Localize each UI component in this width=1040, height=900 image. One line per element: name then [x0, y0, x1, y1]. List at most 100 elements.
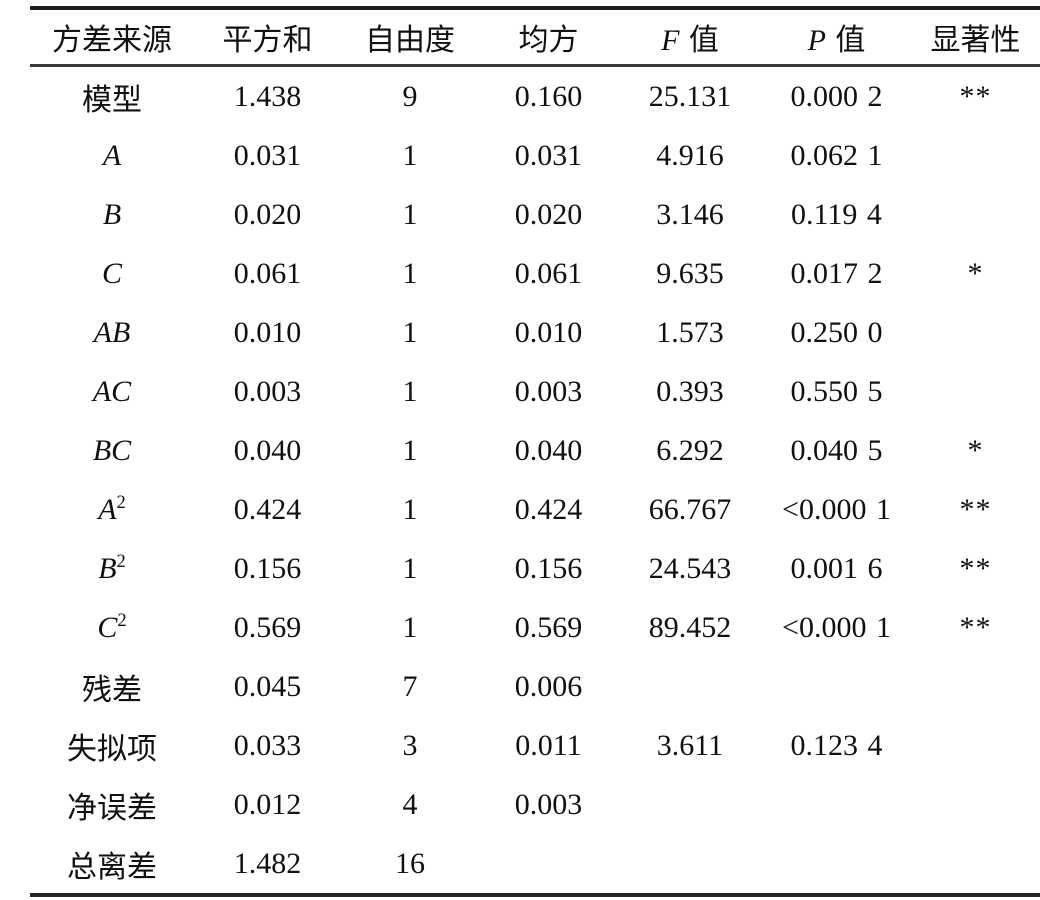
- table-row-A-squared: A2 0.424 1 0.424 66.767 <0.000 1 **: [30, 480, 1040, 539]
- df-cell: 1: [402, 197, 418, 231]
- df-cell: 1: [402, 374, 418, 408]
- p-value-cell: <0.000 1: [782, 492, 891, 526]
- column-header-sum-of-squares: 平方和: [222, 24, 313, 57]
- source-cell: C: [101, 256, 122, 290]
- sum-of-squares-cell: 1.482: [233, 846, 302, 880]
- p-value-cell: 0.123 4: [790, 728, 883, 762]
- p-value-cell: 0.001 6: [790, 551, 883, 585]
- significance-cell: *: [967, 433, 984, 467]
- source-cell: C2: [97, 609, 127, 644]
- significance-cell: [911, 126, 1040, 185]
- sum-of-squares-cell: 0.045: [233, 669, 302, 703]
- mean-square-cell: 0.569: [514, 610, 583, 644]
- source-cell: BC: [92, 433, 132, 467]
- mean-square-cell: 0.006: [514, 669, 583, 703]
- table-row-lack-of-fit: 失拟项 0.033 3 0.011 3.611 0.123 4: [30, 716, 1040, 775]
- sum-of-squares-cell: 0.012: [233, 787, 302, 821]
- column-header-source: 方差来源: [52, 24, 172, 57]
- sum-of-squares-cell: 0.569: [233, 610, 302, 644]
- p-value-cell: [762, 834, 911, 895]
- p-value-cell: 0.017 2: [790, 256, 883, 290]
- table-row-BC: BC 0.040 1 0.040 6.292 0.040 5 *: [30, 421, 1040, 480]
- df-cell: 1: [402, 492, 418, 526]
- table-row-residual: 残差 0.045 7 0.006: [30, 657, 1040, 716]
- mean-square-cell: 0.061: [514, 256, 583, 290]
- df-cell: 1: [402, 138, 418, 172]
- mean-square-cell: 0.160: [514, 79, 583, 113]
- p-value-cell: 0.119 4: [791, 197, 882, 231]
- significance-cell: [911, 303, 1040, 362]
- significance-cell: [911, 775, 1040, 834]
- table-row-C: C 0.061 1 0.061 9.635 0.017 2 *: [30, 244, 1040, 303]
- sum-of-squares-cell: 0.424: [233, 492, 302, 526]
- sum-of-squares-cell: 0.020: [233, 197, 302, 231]
- mean-square-cell: 0.156: [514, 551, 583, 585]
- sum-of-squares-cell: 0.010: [233, 315, 302, 349]
- significance-cell: **: [959, 79, 992, 113]
- f-value-cell: 66.767: [648, 492, 732, 526]
- column-header-significance: 显著性: [930, 24, 1021, 57]
- column-header-f-value: F 值: [661, 24, 719, 57]
- p-value-cell: 0.250 0: [790, 315, 883, 349]
- table-row-A: A 0.031 1 0.031 4.916 0.062 1: [30, 126, 1040, 185]
- source-cell: 总离差: [67, 850, 157, 884]
- table-row-pure-error: 净误差 0.012 4 0.003: [30, 775, 1040, 834]
- mean-square-cell: 0.003: [514, 374, 583, 408]
- df-cell: 1: [402, 610, 418, 644]
- sum-of-squares-cell: 0.003: [233, 374, 302, 408]
- significance-cell: [911, 657, 1040, 716]
- f-value-cell: [618, 657, 762, 716]
- table-row-C-squared: C2 0.569 1 0.569 89.452 <0.000 1 **: [30, 598, 1040, 657]
- mean-square-cell: 0.003: [514, 787, 583, 821]
- df-cell: 1: [402, 551, 418, 585]
- df-cell: 1: [402, 433, 418, 467]
- table-row-B-squared: B2 0.156 1 0.156 24.543 0.001 6 **: [30, 539, 1040, 598]
- mean-square-cell: [479, 834, 618, 895]
- p-value-cell: <0.000 1: [782, 610, 891, 644]
- df-cell: 1: [402, 315, 418, 349]
- table-row-model: 模型 1.438 9 0.160 25.131 0.000 2 **: [30, 66, 1040, 127]
- df-cell: 16: [395, 846, 425, 880]
- p-value-cell: [762, 775, 911, 834]
- df-cell: 9: [402, 79, 418, 113]
- f-value-cell: 1.573: [656, 315, 724, 349]
- column-header-mean-square: 均方: [518, 24, 579, 57]
- sum-of-squares-cell: 1.438: [233, 79, 302, 113]
- f-value-cell: 25.131: [648, 79, 732, 113]
- anova-table: 方差来源 平方和 自由度 均方 F 值 P 值 显著性 模型 1.438 9 0…: [30, 6, 1040, 897]
- f-value-cell: 6.292: [656, 433, 724, 467]
- table-row-total: 总离差 1.482 16: [30, 834, 1040, 895]
- df-cell: 7: [402, 669, 418, 703]
- f-value-cell: 0.393: [656, 374, 724, 408]
- p-value-cell: 0.040 5: [790, 433, 883, 467]
- sum-of-squares-cell: 0.031: [233, 138, 302, 172]
- significance-cell: **: [959, 551, 992, 585]
- source-cell: AB: [93, 315, 131, 349]
- table-row-AB: AB 0.010 1 0.010 1.573 0.250 0: [30, 303, 1040, 362]
- f-value-cell: 3.611: [656, 728, 724, 762]
- mean-square-cell: 0.010: [514, 315, 583, 349]
- f-value-cell: [618, 775, 762, 834]
- significance-cell: [911, 834, 1040, 895]
- source-cell: 失拟项: [67, 732, 157, 766]
- sum-of-squares-cell: 0.156: [233, 551, 302, 585]
- source-cell: B2: [98, 550, 126, 585]
- source-cell: A2: [98, 491, 126, 526]
- source-cell: B: [102, 197, 122, 231]
- sum-of-squares-cell: 0.033: [233, 728, 302, 762]
- mean-square-cell: 0.011: [515, 728, 582, 762]
- p-value-cell: 0.062 1: [790, 138, 883, 172]
- sum-of-squares-cell: 0.040: [233, 433, 302, 467]
- significance-cell: **: [959, 492, 992, 526]
- f-value-cell: 89.452: [648, 610, 732, 644]
- f-value-cell: 4.916: [656, 138, 724, 172]
- f-value-cell: 24.543: [648, 551, 732, 585]
- sum-of-squares-cell: 0.061: [233, 256, 302, 290]
- df-cell: 4: [402, 787, 418, 821]
- f-value-cell: 9.635: [656, 256, 724, 290]
- p-value-cell: 0.550 5: [790, 374, 883, 408]
- significance-cell: [911, 362, 1040, 421]
- significance-cell: [911, 185, 1040, 244]
- significance-cell: **: [959, 610, 992, 644]
